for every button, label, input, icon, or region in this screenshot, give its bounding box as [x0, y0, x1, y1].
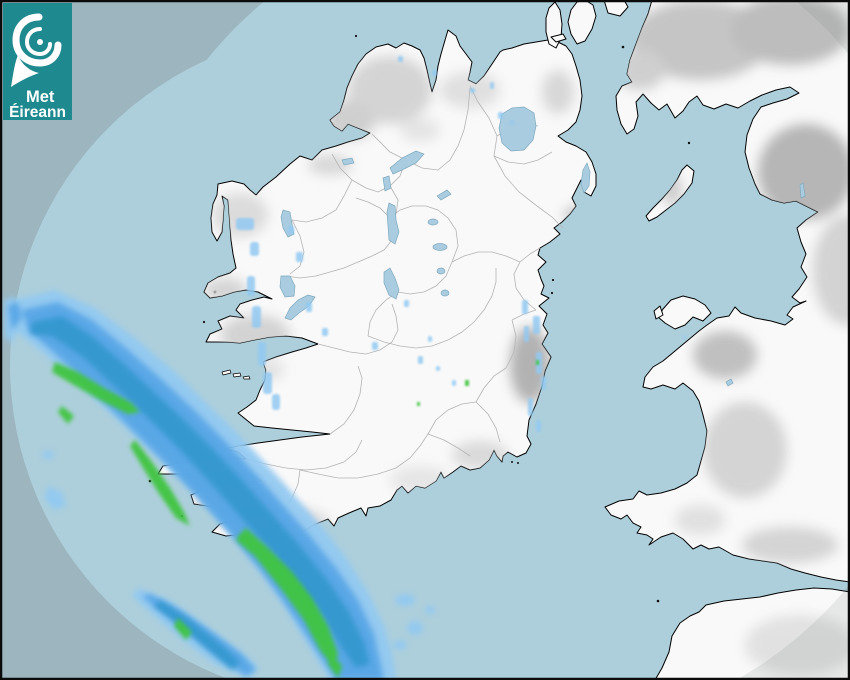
lough-neagh	[498, 106, 537, 152]
logo-text-eireann: Éireann	[9, 104, 66, 121]
windermere	[799, 182, 806, 199]
lough-allen	[382, 175, 392, 192]
logo-text-met: Met	[26, 88, 55, 106]
land-echoes	[236, 56, 686, 432]
lough-ree	[386, 202, 400, 245]
met-eireann-logo: Met Éireann	[3, 3, 72, 121]
bala-lake	[725, 378, 734, 387]
lough-gill	[341, 157, 355, 166]
lough-mask	[279, 275, 296, 298]
strangford-lough	[580, 162, 591, 194]
aran-islands	[221, 369, 251, 380]
precip-heavy-layer	[30, 316, 370, 670]
precip-veryheavy-layer	[52, 362, 342, 678]
land-echo-green-dots	[417, 360, 539, 406]
upper-lough-erne	[436, 189, 452, 201]
terrain-shading	[198, 0, 850, 675]
county-borders	[245, 85, 564, 513]
lower-lough-erne	[389, 150, 425, 175]
lough-corrib	[284, 294, 316, 321]
landmasses	[157, 0, 850, 680]
lough-derg	[383, 267, 400, 300]
met-eireann-swirl-icon	[11, 13, 62, 87]
